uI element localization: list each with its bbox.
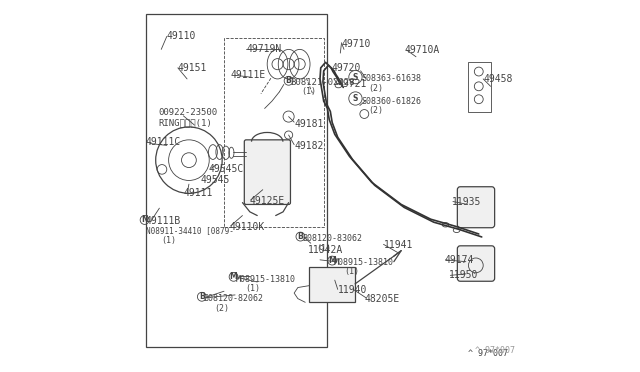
Text: 49174: 49174 (445, 255, 474, 265)
Text: ^ 97*007: ^ 97*007 (468, 350, 508, 359)
Text: (2): (2) (368, 106, 383, 115)
Text: M08915-13810: M08915-13810 (236, 275, 296, 283)
Text: 00922-23500: 00922-23500 (158, 108, 218, 117)
Text: S08360-61826: S08360-61826 (362, 97, 421, 106)
Text: 49710: 49710 (341, 39, 371, 49)
Text: M: M (230, 272, 237, 281)
Text: 49719N: 49719N (246, 44, 282, 54)
Text: 49545C: 49545C (209, 164, 244, 174)
Text: S08363-61638: S08363-61638 (362, 74, 421, 83)
Text: N08911-34410 [0879-: N08911-34410 [0879- (146, 227, 234, 235)
FancyBboxPatch shape (458, 187, 495, 228)
Text: 49111E: 49111E (230, 70, 266, 80)
Text: 49111: 49111 (184, 188, 212, 198)
Text: 49151: 49151 (178, 63, 207, 73)
Text: S: S (353, 73, 358, 81)
Bar (468, 62, 491, 112)
Text: 49125E: 49125E (250, 196, 285, 206)
Text: (2): (2) (214, 304, 229, 313)
Text: 49182: 49182 (294, 141, 324, 151)
Text: 49721: 49721 (338, 80, 367, 89)
Text: 49720: 49720 (331, 63, 360, 73)
Text: 11942A: 11942A (308, 244, 344, 254)
Text: B: B (199, 292, 205, 301)
Bar (224, 38, 324, 227)
FancyBboxPatch shape (244, 140, 291, 205)
Text: B08120-82062: B08120-82062 (204, 294, 264, 303)
Bar (309, 267, 355, 302)
Text: N: N (141, 215, 148, 224)
Bar (147, 14, 328, 347)
Text: 49710A: 49710A (405, 45, 440, 55)
Text: 11935: 11935 (452, 196, 481, 206)
Text: 49110K: 49110K (230, 222, 265, 232)
Text: 11950: 11950 (449, 270, 479, 280)
Text: B: B (285, 76, 291, 85)
Text: 49111C: 49111C (146, 137, 181, 147)
Text: B08120-83062: B08120-83062 (302, 234, 362, 243)
Text: (1): (1) (301, 87, 317, 96)
Text: 49545: 49545 (200, 176, 229, 186)
Text: (1): (1) (344, 267, 360, 276)
Text: B: B (298, 232, 303, 241)
Text: (1): (1) (316, 244, 332, 253)
Text: 48205E: 48205E (364, 294, 399, 304)
Text: 11941: 11941 (383, 240, 413, 250)
Text: 49458: 49458 (483, 74, 513, 84)
Text: (2): (2) (368, 84, 383, 93)
Text: S: S (353, 94, 358, 103)
Text: 11940: 11940 (338, 285, 367, 295)
FancyBboxPatch shape (458, 246, 495, 281)
Text: 49111B: 49111B (146, 216, 181, 226)
Text: 49110: 49110 (167, 32, 196, 41)
Text: M: M (328, 256, 336, 265)
Text: B08121-02028: B08121-02028 (291, 78, 355, 87)
Text: (1): (1) (245, 284, 260, 293)
Text: 49181: 49181 (294, 119, 324, 129)
Text: RINGリング(1): RINGリング(1) (158, 119, 212, 128)
Text: ^ 97*007: ^ 97*007 (475, 346, 515, 355)
Text: (1): (1) (161, 236, 176, 245)
Text: M08915-13810: M08915-13810 (334, 258, 394, 267)
